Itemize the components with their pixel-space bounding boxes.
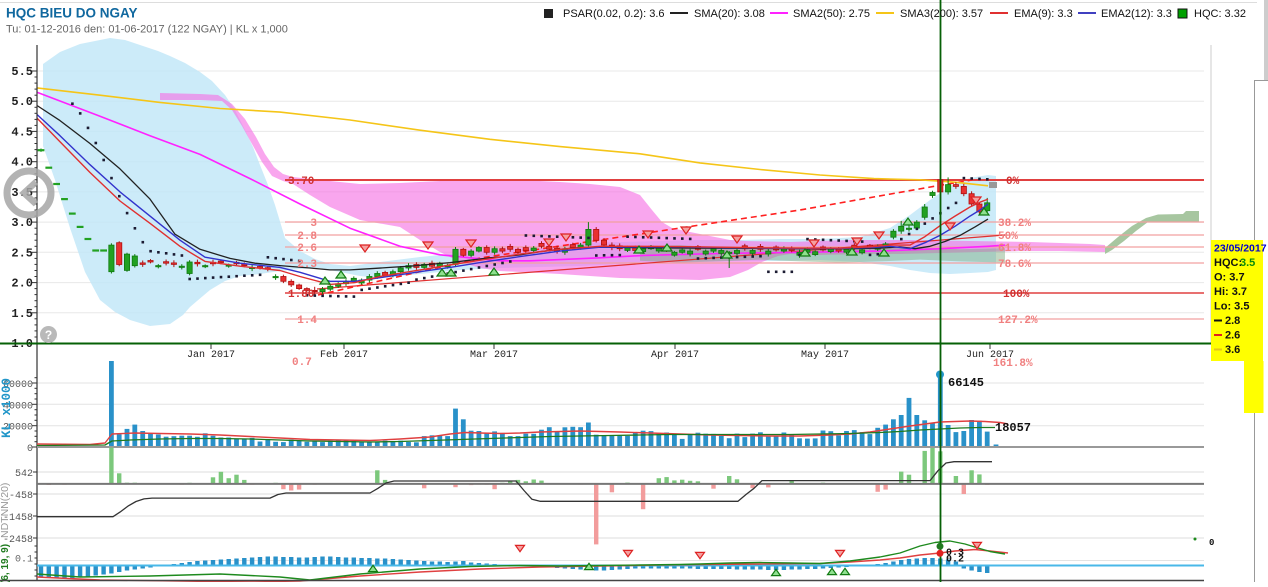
svg-text:Lo: 3.5: Lo: 3.5 <box>1214 301 1249 313</box>
svg-text:4.5: 4.5 <box>11 125 33 139</box>
svg-text:PSAR(0.02, 0.2): 3.6: PSAR(0.02, 0.2): 3.6 <box>563 8 665 20</box>
svg-text:3.70: 3.70 <box>288 176 314 188</box>
svg-text:-458: -458 <box>9 491 33 502</box>
svg-text:May 2017: May 2017 <box>801 350 849 361</box>
svg-text:38.2%: 38.2% <box>998 218 1031 230</box>
svg-text:Apr 2017: Apr 2017 <box>651 350 699 361</box>
svg-text:SMA3(200): 3.57: SMA3(200): 3.57 <box>900 8 983 20</box>
svg-text:5.5: 5.5 <box>11 65 33 79</box>
svg-text:?: ? <box>45 328 52 342</box>
svg-text:2.8: 2.8 <box>297 231 317 243</box>
svg-text:EMA(9): 3.3: EMA(9): 3.3 <box>1014 8 1073 20</box>
svg-text:2.8: 2.8 <box>1225 315 1240 327</box>
svg-text:2.3: 2.3 <box>297 259 317 271</box>
svg-text:Hi: 3.7: Hi: 3.7 <box>1214 286 1247 298</box>
svg-text:127.2%: 127.2% <box>998 315 1038 327</box>
svg-text:2.6: 2.6 <box>1225 330 1240 342</box>
svg-text:Feb 2017: Feb 2017 <box>320 349 368 361</box>
svg-text:0%: 0% <box>1006 176 1020 188</box>
svg-text:O: 3.7: O: 3.7 <box>1214 272 1245 284</box>
svg-text:66145: 66145 <box>948 376 984 390</box>
svg-text:78.6%: 78.6% <box>998 259 1031 271</box>
svg-text:0: 0 <box>1209 538 1214 548</box>
svg-text:SMA2(50): 2.75: SMA2(50): 2.75 <box>793 8 870 20</box>
svg-text:23/05/2017: 23/05/2017 <box>1214 243 1267 255</box>
svg-text:SMA(20): 3.08: SMA(20): 3.08 <box>694 8 765 20</box>
svg-text:542: 542 <box>15 469 33 480</box>
svg-text:NDTNN(20): NDTNN(20) <box>0 483 11 538</box>
svg-text:0.2: 0.2 <box>946 555 964 566</box>
svg-text:1.80: 1.80 <box>288 289 314 301</box>
svg-text:3.6: 3.6 <box>1225 344 1240 356</box>
svg-text:3: 3 <box>310 218 317 230</box>
svg-text:HQC: 3.32: HQC: 3.32 <box>1194 8 1246 20</box>
svg-text:2.6: 2.6 <box>297 243 317 255</box>
svg-text:(6, 19, 9): (6, 19, 9) <box>0 544 11 582</box>
svg-text:0: 0 <box>27 444 33 455</box>
svg-text:61.8%: 61.8% <box>998 243 1031 255</box>
svg-text:Jan 2017: Jan 2017 <box>187 350 235 361</box>
svg-text:HQC:: HQC: <box>1214 257 1242 269</box>
svg-text:HQC BIEU DO NGAY: HQC BIEU DO NGAY <box>6 6 138 21</box>
svg-text:2.0: 2.0 <box>11 277 33 291</box>
svg-text:Tu: 01-12-2016 den: 01-06-2017: Tu: 01-12-2016 den: 01-06-2017 (122 NGAY… <box>6 24 288 36</box>
svg-text:2.5: 2.5 <box>11 246 33 260</box>
svg-text:Jun 2017: Jun 2017 <box>966 350 1014 361</box>
svg-text:18057: 18057 <box>995 421 1031 435</box>
svg-text:5.0: 5.0 <box>11 95 33 109</box>
svg-text:0.1: 0.1 <box>15 555 33 566</box>
svg-text:EMA2(12): 3.3: EMA2(12): 3.3 <box>1101 8 1172 20</box>
svg-text:3.5: 3.5 <box>1240 257 1255 269</box>
svg-text:Mar 2017: Mar 2017 <box>470 350 518 361</box>
svg-text:1.5: 1.5 <box>11 307 33 321</box>
svg-text:KL x1000: KL x1000 <box>0 378 14 438</box>
svg-text:50%: 50% <box>998 231 1018 243</box>
svg-text:0.7: 0.7 <box>292 357 312 369</box>
svg-text:1.4: 1.4 <box>297 315 317 327</box>
svg-text:100%: 100% <box>1003 289 1030 301</box>
